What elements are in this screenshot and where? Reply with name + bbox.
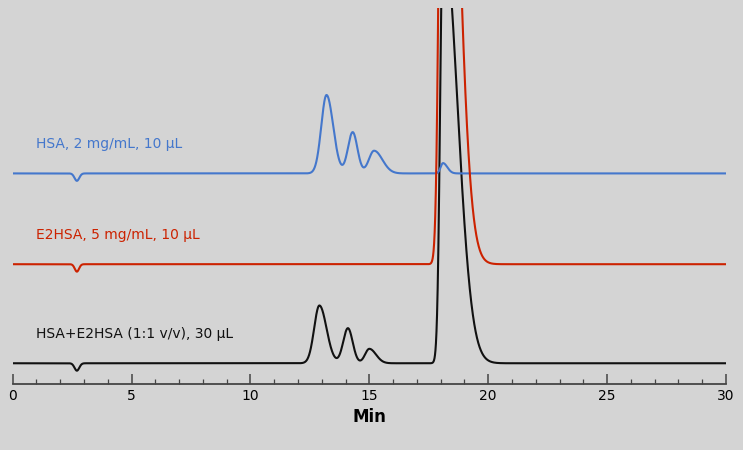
Text: HSA+E2HSA (1:1 v/v), 30 μL: HSA+E2HSA (1:1 v/v), 30 μL: [36, 327, 233, 341]
Text: HSA, 2 mg/mL, 10 μL: HSA, 2 mg/mL, 10 μL: [36, 137, 183, 151]
Text: E2HSA, 5 mg/mL, 10 μL: E2HSA, 5 mg/mL, 10 μL: [36, 228, 200, 242]
X-axis label: Min: Min: [352, 408, 386, 426]
